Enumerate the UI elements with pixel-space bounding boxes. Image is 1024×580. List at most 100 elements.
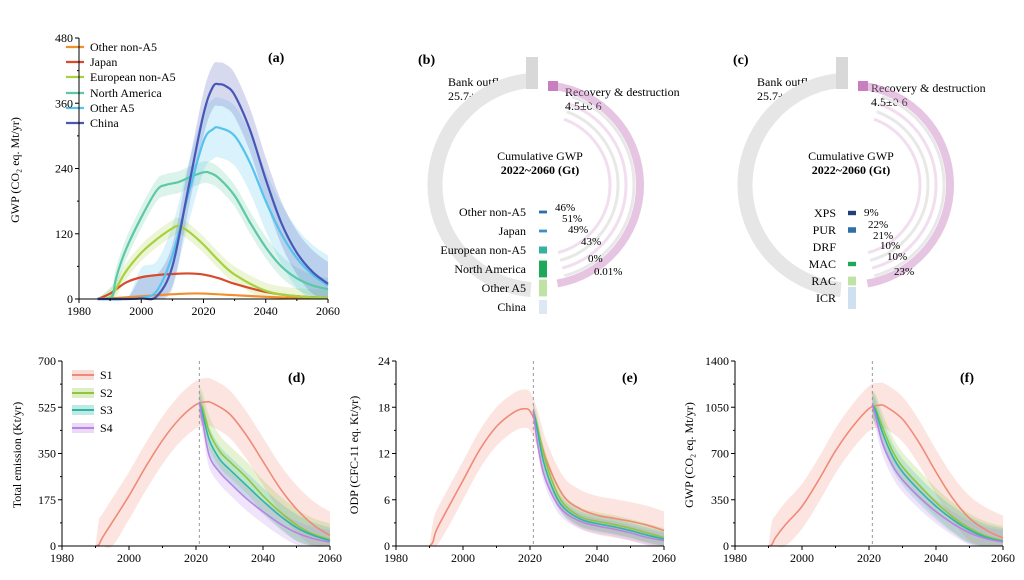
- panel-d-point-s1-9: [205, 401, 206, 402]
- panel-e-point-s4-3: [553, 497, 554, 498]
- panel-b-label: (b): [418, 53, 435, 68]
- panel-d-point-s1-15: [296, 508, 297, 509]
- panel-d-point-s2-2: [209, 432, 210, 433]
- panel-f-x-tick-label-3: 2040: [924, 551, 948, 565]
- panel-c-item-label-drf: DRF: [813, 240, 837, 254]
- panel-f-point-s4-5: [919, 497, 920, 498]
- panel-e-point-s2-7: [613, 524, 614, 525]
- panel-f-point-s4-6: [935, 511, 936, 512]
- panel-a-point-european-non-a5-3: [125, 271, 126, 272]
- panel-a-x-tick-label-1: 2000: [129, 304, 153, 318]
- panel-c-label: (c): [733, 53, 749, 68]
- panel-a-point-china-15: [312, 271, 313, 272]
- panel-a-point-north-america-13: [234, 195, 235, 196]
- panel-f-point-s4-9: [986, 538, 987, 539]
- panel-f-point-s4-3: [892, 465, 893, 466]
- legend-label-japan: Japan: [90, 55, 117, 69]
- panel-b-item-label-north-america: North America: [454, 262, 526, 276]
- panel-d-point-s3-8: [296, 527, 297, 528]
- panel-d-point-s4-10: [329, 541, 330, 542]
- panel-e-point-s1-8: [523, 408, 524, 409]
- panel-b-item-label-other-a5: Other A5: [482, 281, 526, 295]
- panel-b-outflow-cap: [526, 57, 538, 89]
- panel-e-point-s4-10: [663, 540, 664, 541]
- panel-d-point-s2-6: [262, 495, 263, 496]
- panel-b-item-label-other-non-a5: Other non-A5: [459, 205, 526, 219]
- panel-d-point-s1-5: [145, 466, 146, 467]
- panel-a-y-tick-label-2: 240: [55, 162, 73, 176]
- panel-a-point-north-america-15: [265, 247, 266, 248]
- panel-d-point-s3-7: [279, 515, 280, 516]
- panel-f-point-s4-10: [1002, 541, 1003, 542]
- panel-a-series-other-a5: [97, 126, 329, 301]
- panel-c-chord-1: [869, 110, 930, 262]
- panel-e-point-s2-5: [580, 516, 581, 517]
- panel-a-point-north-america-2: [113, 293, 114, 294]
- panel-a-point-japan-1: [110, 293, 111, 294]
- panel-d-point-s3-1: [202, 413, 203, 414]
- panel-e-point-s1-7: [513, 412, 514, 413]
- panel-a-legend: Other non-A5 Japan European non-A5 North…: [66, 40, 176, 130]
- legend-label-s3: S3: [100, 403, 113, 417]
- panel-e-point-s2-8: [630, 528, 631, 529]
- panel-a-point-european-non-a5-14: [327, 297, 328, 298]
- panel-d-point-s2-5: [246, 477, 247, 478]
- panel-e-point-s3-3: [553, 490, 554, 491]
- panel-f-point-s4-4: [902, 479, 903, 480]
- panel-e-point-s3-9: [647, 535, 648, 536]
- panel-b-item-block-other-a5: [539, 279, 547, 297]
- panel-d-point-s4-3: [219, 471, 220, 472]
- panel-a-point-other-a5-15: [327, 285, 328, 286]
- panel-a-point-other-non-a5-4: [203, 293, 204, 294]
- panel-f-y-tick-label-3: 1050: [705, 400, 729, 414]
- panel-f-point-s2-3: [892, 450, 893, 451]
- panel-b-item-label-china: China: [497, 300, 526, 314]
- panel-a-point-japan-7: [203, 274, 204, 275]
- panel-b-center-title: Cumulative GWP: [497, 149, 583, 163]
- panel-a-point-north-america-16: [281, 266, 282, 267]
- panel-d-ylabel: Total emission (Kt/yr): [10, 402, 24, 508]
- panel-e-band-s1: [429, 389, 664, 548]
- panel-c-item-percent-mac: 10%: [880, 240, 900, 252]
- panel-d-label: (d): [288, 371, 305, 386]
- panel-e-point-s4-4: [563, 511, 564, 512]
- panel-d-point-s1-17: [329, 535, 330, 536]
- panel-d-point-s1-14: [279, 487, 280, 488]
- panel-d-point-s3-5: [246, 485, 247, 486]
- panel-b-chord-1: [559, 110, 620, 262]
- panel-e-point-s4-5: [580, 521, 581, 522]
- panel-c-outflow-ring: [737, 72, 847, 298]
- panel-c-item-percent-rac: 10%: [887, 251, 907, 263]
- panel-b-item-percent-european-non-a5: 49%: [568, 224, 588, 236]
- panel-a-point-china-8: [218, 84, 219, 85]
- panel-b-item-percent-north-america: 43%: [581, 236, 601, 248]
- panel-a-point-north-america-5: [141, 217, 142, 218]
- panel-b-item-percent-other-a5: 0%: [588, 253, 603, 265]
- panel-f-x-tick-label-1: 2000: [790, 551, 814, 565]
- panel-f-point-s1-3: [785, 524, 786, 525]
- panel-d-point-s3-6: [262, 500, 263, 501]
- panel-a-point-other-a5-9: [234, 135, 235, 136]
- panel-d-series-s4: [198, 401, 331, 543]
- panel-c-outflow-cap: [836, 57, 848, 89]
- panel-f-point-s3-3: [892, 456, 893, 457]
- panel-a-point-china-4: [172, 266, 173, 267]
- panel-c-item-block-pur: [848, 227, 856, 233]
- panel-a-point-japan-2: [125, 282, 126, 283]
- panel-e-point-s4-2: [543, 472, 544, 473]
- panel-a-point-european-non-a5-4: [141, 252, 142, 253]
- panel-d-point-s1-4: [128, 495, 129, 496]
- panel-d-point-s2-1: [202, 408, 203, 409]
- panel-a-y-tick-label-1: 120: [55, 227, 73, 241]
- legend-label-european-non-a5: European non-A5: [90, 70, 176, 84]
- panel-f-point-s2-4: [902, 466, 903, 467]
- legend-label-s4: S4: [100, 421, 113, 435]
- panel-f-point-s3-7: [952, 519, 953, 520]
- panel-a-point-other-a5-8: [218, 127, 219, 128]
- panel-b-item-block-north-america: [539, 260, 547, 278]
- panel-d-point-s1-16: [313, 524, 314, 525]
- panel-e-point-s1-14: [596, 515, 597, 516]
- legend-label-other-non-a5: Other non-A5: [90, 40, 157, 54]
- panel-e-label: (e): [622, 371, 638, 386]
- panel-e-point-s2-6: [596, 521, 597, 522]
